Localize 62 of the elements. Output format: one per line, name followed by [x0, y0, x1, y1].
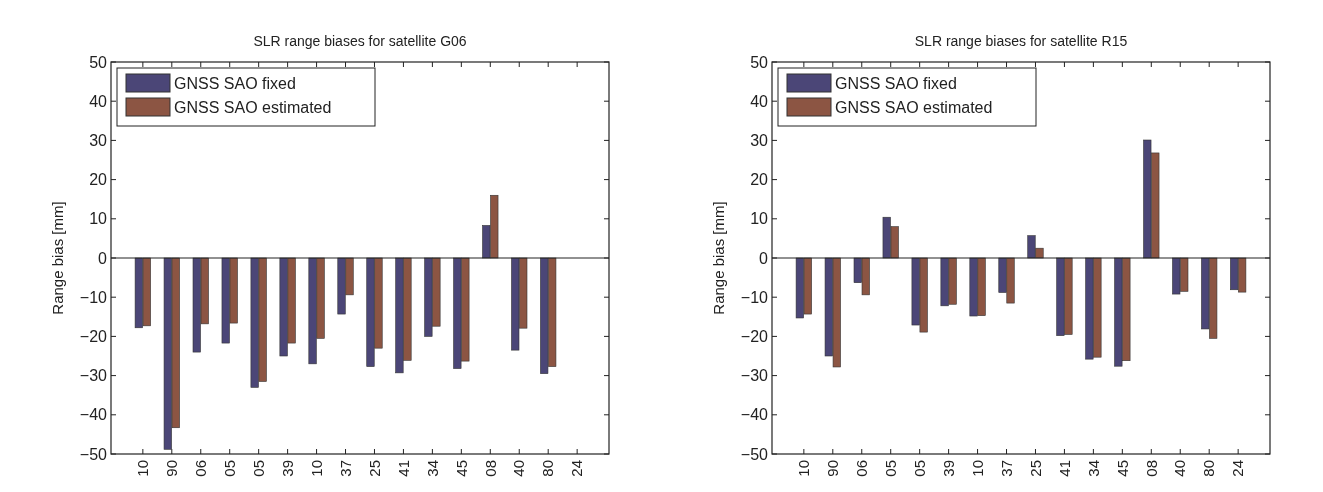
- x-tick-label: 25: [1026, 460, 1044, 477]
- x-tick-label: 37: [997, 460, 1015, 477]
- y-tick-label: 30: [750, 132, 769, 149]
- x-tick-label: 10: [307, 460, 325, 477]
- y-tick-label: 10: [89, 210, 108, 228]
- y-tick-label: 50: [89, 53, 108, 71]
- y-tick-label: −10: [740, 288, 769, 306]
- x-tick-label: 08: [481, 460, 499, 477]
- y-tick-label: 40: [89, 92, 108, 110]
- y-axis-title: Range bias [mm]: [710, 201, 727, 315]
- legend-label: GNSS SAO fixed: [174, 74, 296, 92]
- x-tick-label: 45: [1113, 460, 1131, 477]
- y-tick-label: −50: [740, 445, 769, 463]
- x-tick-label: 40: [1171, 460, 1189, 477]
- x-tick-label: 39: [278, 460, 296, 477]
- x-tick-label: 25: [365, 460, 383, 477]
- y-tick-label: −10: [79, 288, 108, 306]
- legend-label: GNSS SAO fixed: [835, 74, 957, 92]
- y-tick-label: 0: [759, 249, 769, 267]
- x-tick-label: 34: [423, 460, 441, 477]
- x-tick-label: 34: [1084, 460, 1102, 477]
- x-tick-label: 40: [510, 460, 528, 477]
- y-tick-label: 20: [89, 171, 108, 189]
- y-tick-label: −40: [79, 406, 108, 424]
- y-tick-label: 0: [98, 249, 108, 267]
- y-tick-label: 30: [89, 132, 108, 149]
- y-tick-label: −20: [740, 328, 769, 345]
- x-tick-label: 10: [795, 460, 813, 477]
- x-tick-label: 05: [910, 460, 928, 477]
- y-tick-label: −20: [79, 328, 108, 345]
- x-tick-label: 06: [192, 460, 210, 477]
- x-tick-label: 10: [968, 460, 986, 477]
- x-tick-label: 06: [853, 460, 871, 477]
- y-tick-label: −50: [79, 445, 108, 463]
- legend-label: GNSS SAO estimated: [174, 98, 332, 116]
- y-axis-title: Range bias [mm]: [49, 201, 66, 315]
- x-tick-label: 80: [539, 460, 557, 477]
- x-tick-label: 08: [1142, 460, 1160, 477]
- chart-title: SLR range biases for satellite R15: [914, 33, 1128, 49]
- y-tick-label: −40: [740, 406, 769, 424]
- x-tick-label: 24: [1229, 460, 1247, 477]
- x-tick-label: 05: [881, 460, 899, 477]
- x-tick-label: 90: [824, 460, 842, 477]
- y-tick-label: 50: [750, 53, 769, 71]
- x-tick-label: 41: [1055, 460, 1073, 477]
- x-tick-label: 05: [249, 460, 267, 477]
- x-tick-label: 10: [134, 460, 152, 477]
- y-tick-label: −30: [79, 367, 108, 385]
- x-tick-label: 24: [568, 460, 586, 477]
- legend-label: GNSS SAO estimated: [835, 98, 993, 116]
- y-tick-label: −30: [740, 367, 769, 385]
- y-tick-label: 10: [750, 210, 769, 228]
- x-tick-label: 05: [220, 460, 238, 477]
- y-tick-label: 40: [750, 92, 769, 110]
- x-tick-label: 37: [336, 460, 354, 477]
- y-tick-label: 20: [750, 171, 769, 189]
- x-tick-label: 45: [452, 460, 470, 477]
- x-tick-label: 90: [163, 460, 181, 477]
- x-tick-label: 80: [1200, 460, 1218, 477]
- chart-title: SLR range biases for satellite G06: [253, 33, 467, 49]
- x-tick-label: 39: [939, 460, 957, 477]
- x-tick-label: 41: [394, 460, 412, 477]
